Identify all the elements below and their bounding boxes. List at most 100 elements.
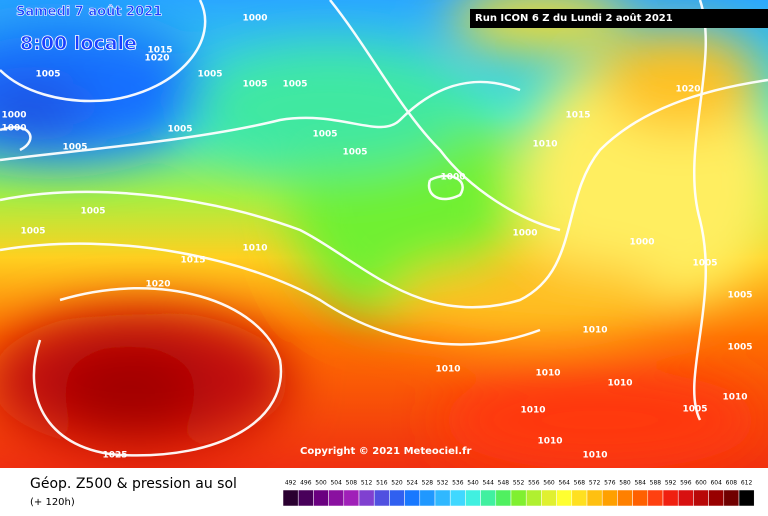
legend-swatch	[449, 489, 466, 507]
legend-tick-label: 560	[543, 480, 555, 487]
isobar-label: 1010	[582, 451, 607, 461]
isobar-label: 1005	[312, 130, 337, 140]
isobar-label: 1015	[180, 256, 205, 266]
isobar-label: 1010	[722, 393, 747, 403]
legend-swatch	[677, 489, 694, 507]
legend-tick-label: 552	[513, 480, 525, 487]
legend-tick-label: 604	[710, 480, 722, 487]
map-field	[0, 0, 768, 470]
legend-tick-label: 520	[391, 480, 403, 487]
legend-tick-label: 492	[285, 480, 297, 487]
run-box	[470, 9, 768, 28]
legend-tick-label: 508	[346, 480, 358, 487]
isobar-label: 1000	[1, 111, 26, 121]
legend-swatch	[480, 489, 497, 507]
isobar-label: 1005	[727, 343, 752, 353]
isobar-label: 1005	[242, 80, 267, 90]
legend-swatch	[586, 489, 603, 507]
isobar-label: 1010	[537, 437, 562, 447]
isobar-label: 1000	[512, 229, 537, 239]
legend-swatch	[313, 489, 329, 507]
isobar-label: 1005	[727, 291, 752, 301]
legend-tick-label: 588	[650, 480, 662, 487]
legend-swatch	[419, 489, 436, 507]
color-legend: 492 496 500 504 508 512 516 520 524 528 532 536 540 5…	[282, 480, 755, 507]
legend-tick-label: 612	[741, 480, 753, 487]
legend-swatch	[510, 489, 527, 507]
legend-swatch	[738, 489, 755, 507]
isobar-label: 1000	[242, 14, 267, 24]
isobar-label: 1005	[692, 259, 717, 269]
legend-tick-label: 580	[619, 480, 631, 487]
legend-tick-label: 568	[574, 480, 586, 487]
legend-swatch	[389, 489, 405, 507]
legend-tick-label: 596	[680, 480, 692, 487]
legend-tick-label: 532	[437, 480, 449, 487]
isobar-label: 1010	[535, 369, 560, 379]
isobar-label: 1020	[145, 280, 170, 290]
isobar-labels: 1000 1015 1020 1005 1005 1005 1005 1000 …	[1, 14, 752, 461]
isobar-label: 1010	[582, 326, 607, 336]
copyright: Copyright © 2021 Meteociel.fr	[300, 446, 471, 457]
legend-swatch	[708, 489, 725, 507]
legend-tick-label: 584	[634, 480, 646, 487]
legend-tick-label: 540	[467, 480, 479, 487]
isobar-label: 1005	[197, 70, 222, 80]
isobar-label: 1005	[62, 143, 87, 153]
legend-swatch	[525, 489, 542, 507]
isobar-label: 1010	[520, 406, 545, 416]
isobar-label: 1000	[1, 124, 26, 134]
legend-swatch	[465, 489, 481, 507]
isobar-label: 1005	[20, 227, 45, 237]
legend-swatch	[601, 489, 618, 507]
legend-swatch	[297, 489, 314, 507]
legend-tick-label: 576	[604, 480, 616, 487]
footer-subtitle: (+ 120h)	[30, 497, 75, 508]
legend-tick-label: 592	[665, 480, 677, 487]
legend-swatch	[693, 489, 709, 507]
legend-tick-label: 608	[726, 480, 738, 487]
forecast-time: 8:00 locale	[20, 33, 137, 55]
legend-tick-label: 548	[498, 480, 510, 487]
footer-title: Géop. Z500 & pression au sol	[30, 476, 237, 492]
legend-tick-label: 544	[482, 480, 494, 487]
legend-tick-label: 504	[330, 480, 342, 487]
legend-swatch	[343, 489, 360, 507]
isobar-label: 1015	[565, 111, 590, 121]
legend-tick-label: 572	[589, 480, 601, 487]
legend-tick-label: 564	[558, 480, 570, 487]
isobar-label: 1020	[675, 85, 700, 95]
isobar-label: 1010	[435, 365, 460, 375]
isobar-label: 1010	[532, 140, 557, 150]
isobar-label: 1025	[102, 451, 127, 461]
isobar-label: 1015	[147, 46, 172, 56]
legend-swatch	[632, 489, 649, 507]
legend-tick-label: 524	[406, 480, 418, 487]
isobar-label: 1000	[629, 238, 654, 248]
legend-swatch	[282, 489, 299, 507]
legend-swatch	[328, 489, 345, 507]
legend-tick-label: 512	[361, 480, 373, 487]
isobar-label: 1005	[682, 405, 707, 415]
isobar-label: 1005	[167, 125, 192, 135]
legend-tick-label: 556	[528, 480, 540, 487]
legend-swatch	[723, 489, 740, 507]
legend-swatch	[404, 489, 421, 507]
isobar-label: 1010	[607, 379, 632, 389]
isobar-label: 1010	[242, 244, 267, 254]
legend-swatch	[556, 489, 573, 507]
isobar-label: 1000	[440, 173, 465, 183]
legend-swatch	[358, 489, 375, 507]
legend-tick-label: 516	[376, 480, 388, 487]
isobar-label: 1005	[80, 207, 105, 217]
isobar-label: 1005	[342, 148, 367, 158]
run-info: Run ICON 6 Z du Lundi 2 août 2021	[475, 12, 673, 24]
legend-tick-label: 500	[315, 480, 327, 487]
legend-swatch	[617, 489, 633, 507]
legend-tick-label: 600	[695, 480, 707, 487]
legend-swatch	[647, 489, 664, 507]
legend-tick-label: 496	[300, 480, 312, 487]
isobar-label: 1005	[282, 80, 307, 90]
legend-tick-label: 536	[452, 480, 464, 487]
